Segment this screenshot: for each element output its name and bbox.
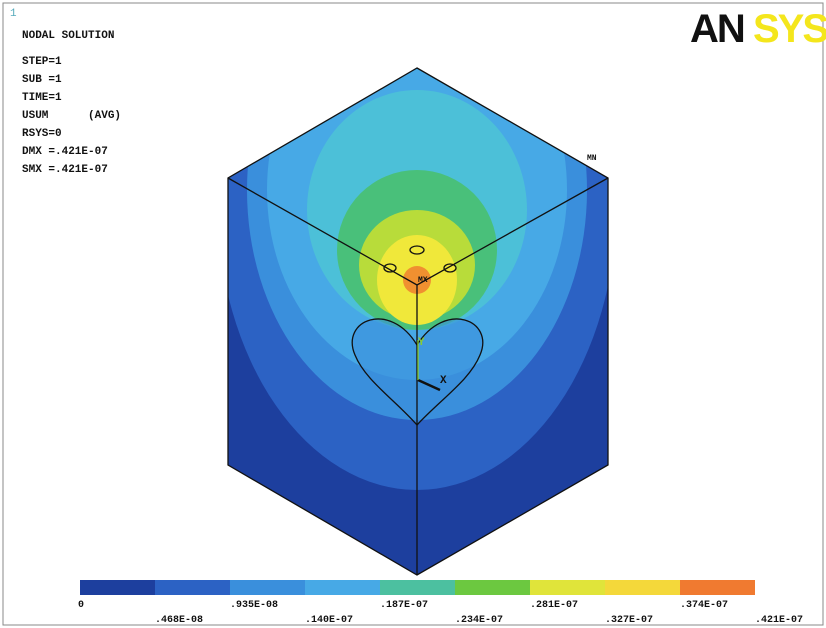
plot-title: NODAL SOLUTION — [22, 30, 114, 42]
ansys-window: 1 NODAL SOLUTION STEP=1 SUB =1 TIME=1 US… — [0, 0, 826, 628]
legend-label: .421E-07 — [755, 615, 803, 626]
legend-label: .468E-08 — [155, 615, 203, 626]
info-line: STEP=1 — [22, 56, 62, 68]
legend-label: .327E-07 — [605, 615, 653, 626]
info-line: RSYS=0 — [22, 128, 62, 140]
info-line: DMX =.421E-07 — [22, 146, 108, 158]
y-axis-label: Y — [418, 337, 425, 349]
info-line: SMX =.421E-07 — [22, 164, 108, 176]
x-axis-label: X — [440, 375, 447, 387]
max-marker: MX — [418, 276, 428, 285]
legend-label: .187E-07 — [380, 600, 428, 611]
legend-label: .374E-07 — [680, 600, 728, 611]
logo-dark: AN — [690, 7, 744, 51]
logo-light: SYS — [753, 7, 826, 51]
info-line: TIME=1 — [22, 92, 62, 104]
min-marker: MN — [587, 154, 597, 163]
legend-label: .281E-07 — [530, 600, 578, 611]
info-line: USUM (AVG) — [22, 110, 121, 122]
legend-label: .234E-07 — [455, 615, 503, 626]
window-number: 1 — [10, 8, 17, 20]
legend-bar — [80, 580, 755, 595]
legend-label: 0 — [78, 600, 84, 611]
legend-label: .935E-08 — [230, 600, 278, 611]
info-line: SUB =1 — [22, 74, 62, 86]
legend-label: .140E-07 — [305, 615, 353, 626]
